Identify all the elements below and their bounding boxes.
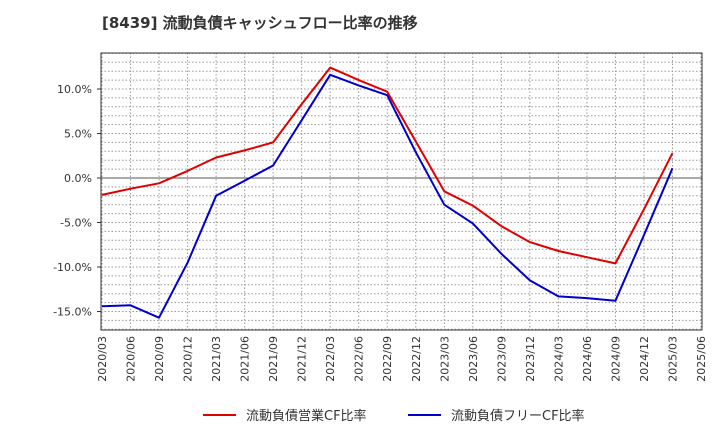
y-tick-label: -10.0%	[53, 261, 92, 274]
x-tick-label: 2022/03	[324, 336, 337, 382]
legend-label: 流動負債営業CF比率	[246, 408, 367, 424]
x-tick-label: 2022/09	[381, 336, 394, 382]
x-tick-label: 2023/12	[524, 336, 537, 382]
series-line	[101, 66, 674, 265]
legend-label: 流動負債フリーCF比率	[451, 408, 585, 424]
series-layer	[101, 66, 674, 319]
x-tick-label: 2023/09	[495, 336, 508, 382]
x-tick-label: 2020/09	[153, 336, 166, 382]
plot-frame	[100, 52, 703, 331]
y-tick-label: 0.0%	[64, 172, 92, 185]
x-tick-label: 2022/12	[410, 336, 423, 382]
x-tick-label: 2025/03	[666, 336, 679, 382]
x-tick-label: 2020/06	[125, 336, 138, 382]
x-tick-label: 2024/06	[581, 336, 594, 382]
x-tick-label: 2023/06	[467, 336, 480, 382]
series-line	[101, 73, 674, 319]
x-tick-label: 2021/09	[267, 336, 280, 382]
x-tick-label: 2024/12	[638, 336, 651, 382]
y-tick-label: -5.0%	[60, 217, 92, 230]
x-tick-label: 2025/06	[695, 336, 708, 382]
x-tick-label: 2021/06	[239, 336, 252, 382]
x-tick-label: 2021/03	[210, 336, 223, 382]
x-tick-label: 2020/12	[182, 336, 195, 382]
legend: 流動負債営業CF比率 流動負債フリーCF比率	[203, 408, 585, 424]
y-tick-label: 10.0%	[57, 83, 92, 96]
x-tick-label: 2022/06	[353, 336, 366, 382]
x-tick-label: 2024/09	[609, 336, 622, 382]
x-tick-labels: 2020/03 2020/06 2020/09 2020/12 2021/03 2021/…	[96, 336, 708, 382]
y-tick-label: 5.0%	[64, 128, 92, 141]
plot-background	[101, 53, 702, 330]
x-tick-label: 2024/03	[552, 336, 565, 382]
x-tick-label: 2021/12	[296, 336, 309, 382]
x-tick-label: 2023/03	[438, 336, 451, 382]
y-tick-label: -15.0%	[53, 306, 92, 319]
grid-layer	[101, 52, 702, 330]
chart-title: [8439] 流動負債キャッシュフロー比率の推移	[102, 14, 418, 32]
x-tick-label: 2020/03	[96, 336, 109, 382]
y-tick-labels: 10.0% 5.0% 0.0% -5.0% -10.0% -15.0%	[53, 83, 101, 319]
